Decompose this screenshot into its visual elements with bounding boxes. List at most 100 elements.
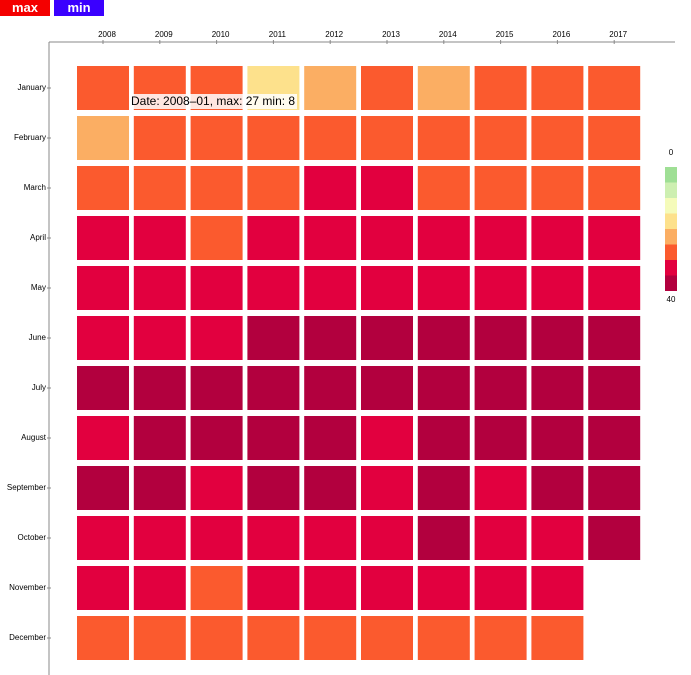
cell: [133, 266, 186, 310]
cell: [304, 366, 357, 410]
cell: [190, 616, 243, 660]
cell: [361, 416, 413, 460]
cell: [304, 616, 357, 660]
cell: [77, 466, 129, 510]
y-tick-label: October: [18, 533, 47, 542]
cell: [77, 166, 129, 210]
cell: [77, 316, 129, 360]
y-tick-label: March: [24, 183, 46, 192]
cell: [417, 616, 470, 660]
cell: [304, 566, 357, 610]
cell: [531, 266, 584, 310]
cell: [77, 366, 129, 410]
cell: [417, 116, 470, 160]
cell: [361, 566, 413, 610]
cell: [361, 116, 413, 160]
cell: [531, 616, 584, 660]
cell: [190, 316, 243, 360]
cell: [588, 216, 641, 260]
x-tick-label: 2011: [269, 30, 287, 39]
x-tick-label: 2017: [609, 30, 627, 39]
cell: [190, 416, 243, 460]
cell: [304, 316, 357, 360]
cell: [531, 466, 584, 510]
cell: [361, 266, 413, 310]
y-tick-label: June: [29, 333, 47, 342]
y-tick-label: January: [18, 83, 46, 92]
legend-swatch: [665, 198, 677, 214]
cell: [474, 366, 527, 410]
cell: [304, 516, 357, 560]
cell: [588, 66, 641, 110]
cell: [588, 116, 641, 160]
cell: [247, 466, 300, 510]
cell: [247, 266, 300, 310]
x-tick-label: 2012: [325, 30, 343, 39]
cell: [474, 616, 527, 660]
cell: [531, 416, 584, 460]
legend-swatch: [665, 275, 677, 291]
cell: [247, 116, 300, 160]
cell: [190, 116, 243, 160]
y-tick-label: May: [31, 283, 46, 292]
legend-max-label: 40: [667, 295, 676, 304]
cell: [531, 216, 584, 260]
cell: [77, 416, 129, 460]
cell: [133, 116, 186, 160]
cell: [588, 166, 641, 210]
cell: [247, 616, 300, 660]
cell: [133, 166, 186, 210]
legend-swatch: [665, 229, 677, 245]
cell: [474, 416, 527, 460]
cell: [417, 316, 470, 360]
cell: [588, 316, 641, 360]
cell: [133, 466, 186, 510]
cell: [474, 66, 527, 110]
legend-swatch: [665, 260, 677, 276]
cell: [361, 216, 413, 260]
y-tick-label: November: [9, 583, 46, 592]
cell: [361, 366, 413, 410]
x-tick-label: 2008: [98, 30, 116, 39]
cell: [304, 66, 357, 110]
cell: [361, 466, 413, 510]
cell: [77, 216, 129, 260]
x-tick-label: 2010: [212, 30, 230, 39]
min-button[interactable]: min: [54, 0, 104, 16]
cell: [474, 316, 527, 360]
cell: [247, 166, 300, 210]
x-tick-label: 2016: [553, 30, 571, 39]
cell: [77, 566, 129, 610]
cell: [474, 116, 527, 160]
cell: [531, 366, 584, 410]
cell: [417, 166, 470, 210]
cell: [417, 466, 470, 510]
cell: [417, 66, 470, 110]
cell: [190, 466, 243, 510]
x-tick-label: 2014: [439, 30, 457, 39]
legend-swatch: [665, 167, 677, 183]
y-tick-label: December: [9, 633, 46, 642]
cell: [361, 516, 413, 560]
cell: [77, 266, 129, 310]
cell: [531, 116, 584, 160]
cell: [531, 166, 584, 210]
legend-min-label: 0: [669, 148, 674, 157]
cell: [361, 616, 413, 660]
cell: [133, 216, 186, 260]
max-button[interactable]: max: [0, 0, 50, 16]
cell: [133, 616, 186, 660]
cell: [304, 116, 357, 160]
cell: [304, 266, 357, 310]
cell: [77, 66, 129, 110]
legend-swatch: [665, 182, 677, 198]
cell: [190, 266, 243, 310]
cell: [304, 416, 357, 460]
cell: [304, 166, 357, 210]
x-tick-label: 2015: [496, 30, 514, 39]
y-tick-label: February: [14, 133, 46, 142]
cell: [247, 316, 300, 360]
cell: [247, 516, 300, 560]
cell: [247, 566, 300, 610]
